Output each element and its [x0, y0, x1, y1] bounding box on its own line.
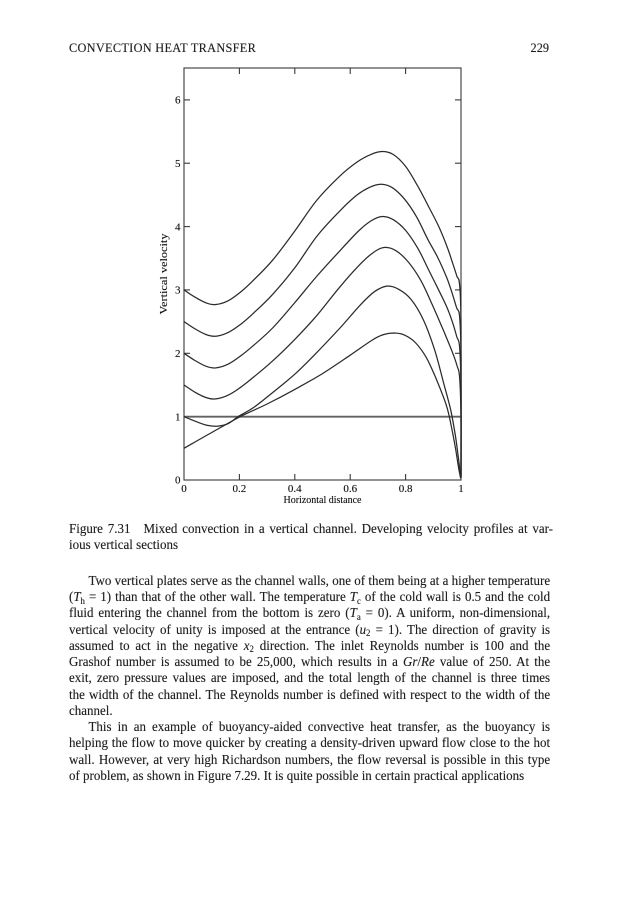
svg-text:0.4: 0.4	[288, 483, 302, 495]
svg-text:1: 1	[458, 483, 464, 495]
svg-text:5: 5	[175, 158, 181, 170]
svg-text:0.6: 0.6	[343, 483, 357, 495]
svg-text:Horizontal distance: Horizontal distance	[284, 494, 362, 506]
svg-text:4: 4	[175, 221, 181, 233]
svg-text:Vertical velocity: Vertical velocity	[158, 233, 170, 315]
svg-text:1: 1	[175, 411, 181, 423]
svg-text:3: 3	[175, 285, 181, 297]
svg-text:0.8: 0.8	[399, 483, 413, 495]
svg-text:2: 2	[175, 348, 181, 360]
svg-text:0: 0	[181, 483, 187, 495]
svg-text:0.2: 0.2	[233, 483, 247, 495]
svg-text:6: 6	[175, 95, 181, 107]
svg-text:0: 0	[175, 475, 181, 487]
